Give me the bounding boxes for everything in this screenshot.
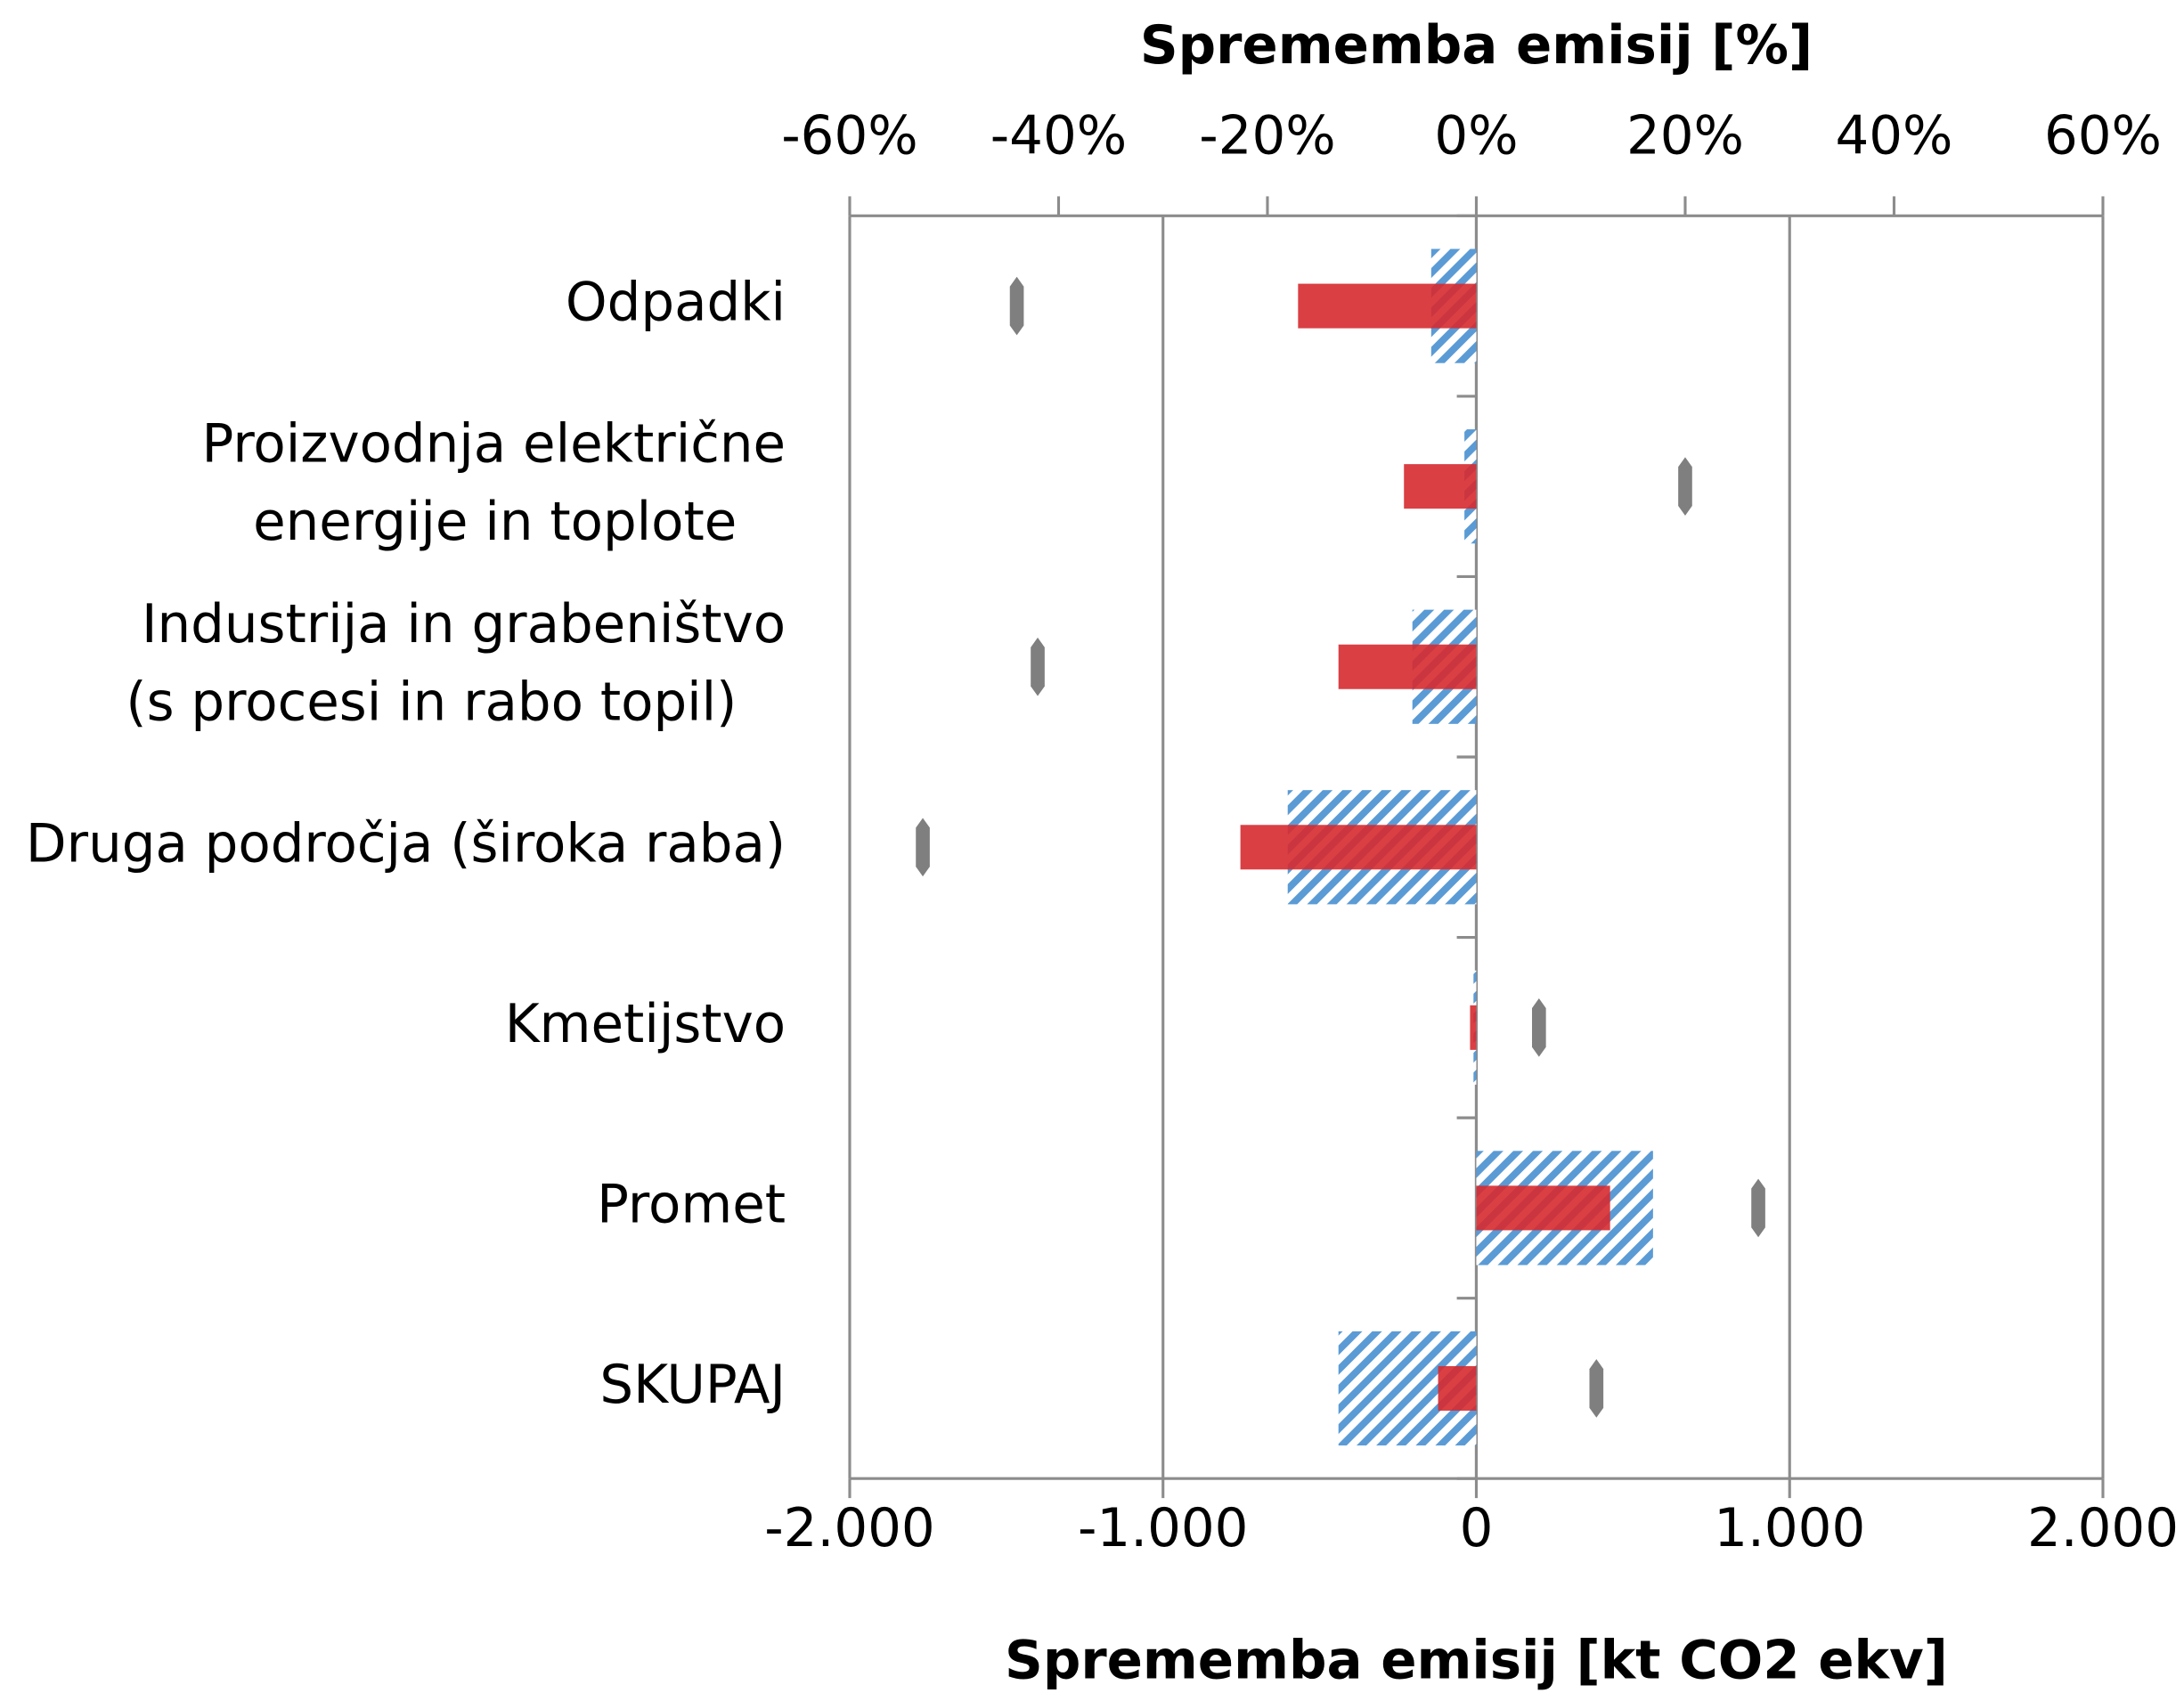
x2-tick-label: 40% <box>1835 105 1952 167</box>
x2-tick-label: -60% <box>781 105 917 167</box>
x2-tick-label: 60% <box>2044 105 2162 167</box>
x-tick-label: 1.000 <box>1714 1498 1865 1559</box>
y-tick-label: Druga področja (široka raba) <box>26 813 786 875</box>
bar <box>1240 825 1477 870</box>
bar <box>1404 464 1477 509</box>
x-tick-label: 2.000 <box>2027 1498 2179 1559</box>
y-tick-label: SKUPAJ <box>599 1355 786 1416</box>
x-tick-label: -2.000 <box>764 1498 934 1559</box>
marker <box>916 818 930 877</box>
marker <box>1009 276 1024 336</box>
x2-tick-label: -40% <box>990 105 1127 167</box>
bar <box>1338 644 1477 689</box>
x2-tick-label: 0% <box>1434 105 1518 167</box>
y-tick-label: Promet <box>597 1175 786 1236</box>
marker <box>1031 637 1045 696</box>
bar <box>1298 283 1477 329</box>
x-axis-title: Sprememba emisij [kt CO2 ekv] <box>1005 1630 1948 1691</box>
y-tick-label: Proizvodnja električne energije in toplot… <box>202 413 786 553</box>
y-tick-label: Industrija in grabeništvo (s procesi in r… <box>126 594 786 734</box>
marker <box>1532 998 1546 1057</box>
chart-title: Sprememba emisij [%] <box>1140 15 1813 77</box>
marker <box>1589 1359 1604 1418</box>
x2-tick-label: -20% <box>1199 105 1335 167</box>
marker <box>1678 457 1692 516</box>
y-tick-label: Kmetijstvo <box>505 994 786 1055</box>
x-tick-label: 0 <box>1460 1498 1494 1559</box>
y-tick-label: Odpadki <box>566 273 786 334</box>
bar <box>1470 1005 1477 1050</box>
x2-tick-label: 20% <box>1626 105 1744 167</box>
marker <box>1751 1178 1765 1238</box>
bar <box>1476 1185 1610 1231</box>
x-tick-label: -1.000 <box>1078 1498 1248 1559</box>
bar <box>1438 1365 1477 1411</box>
